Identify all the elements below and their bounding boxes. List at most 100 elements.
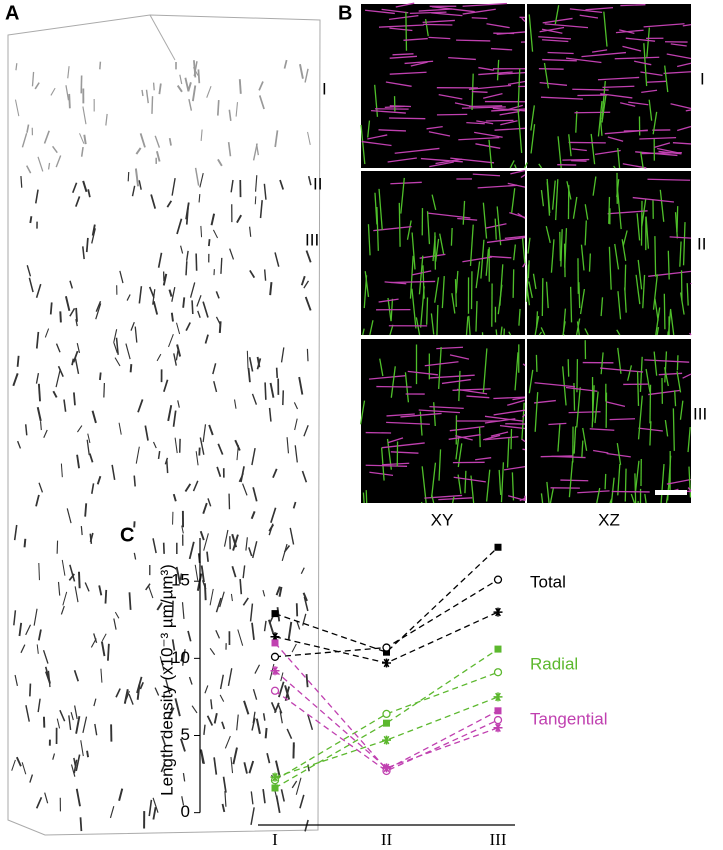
fiber [243,762,248,774]
fiber [155,151,161,162]
fiber [522,263,526,268]
fiber [52,753,56,760]
fiber [658,150,682,155]
fiber [224,735,231,749]
fiber [669,308,675,336]
fiber [430,374,475,379]
fiber [643,43,648,87]
fiber [476,120,494,125]
fiber [509,160,515,169]
fiber [439,233,445,255]
fiber [165,679,171,694]
fiber [672,408,675,451]
marker [494,645,502,653]
image-panels [7,2,692,836]
fiber [235,102,239,117]
volume-edge [149,14,176,61]
fiber [644,359,690,363]
fiber [137,399,144,413]
fiber [386,413,415,417]
fiber [649,384,652,424]
fiber [534,392,539,432]
fiber [237,629,244,646]
fiber [37,383,41,402]
fiber [279,179,285,190]
fiber [522,363,526,367]
fiber [294,445,298,463]
fiber [191,705,198,714]
fiber [430,462,437,499]
fiber [541,39,569,43]
fiber [233,399,237,409]
fiber [303,596,309,612]
fiber [530,105,535,131]
series-line [274,648,499,789]
fiber [59,709,66,722]
fiber [209,647,216,656]
fiber [134,168,140,187]
fiber [654,236,657,277]
fiber [85,237,89,253]
fiber [21,132,28,148]
fiber [228,109,232,122]
fiber [644,493,647,504]
fiber [546,481,550,504]
fiber [620,102,636,107]
fiber [614,243,620,270]
fiber [560,229,563,267]
fiber [38,482,44,493]
fiber [129,364,133,373]
fiber [521,413,526,418]
fiber [597,76,640,81]
fiber [620,4,646,7]
fiber [210,699,213,710]
fiber [198,194,201,203]
fiber [387,437,404,444]
fiber [517,212,526,219]
fiber [449,354,470,360]
fiber [409,255,414,299]
fiber [486,236,526,244]
fiber [639,356,643,392]
fiber [507,182,526,188]
fiber [640,151,644,169]
fiber [128,693,134,705]
fiber [29,774,34,783]
fiber [466,121,485,125]
fiber [367,120,371,138]
fiber [213,712,218,724]
fiber [590,133,596,165]
fiber [134,326,138,343]
fiber [500,120,518,126]
fiber [248,547,253,557]
fiber [230,593,233,602]
fiber [570,286,573,323]
fiber [299,63,304,79]
fiber [462,8,496,15]
fiber [507,80,526,86]
fiber [194,564,199,581]
fiber [434,238,440,262]
fiber [182,297,186,308]
fiber [254,175,258,192]
fiber [68,93,71,109]
fiber [181,796,185,806]
fiber [52,145,58,154]
fiber [448,434,481,440]
fiber [221,721,226,730]
fiber [431,194,437,211]
fiber [236,714,239,731]
fiber [373,225,412,232]
fiber [219,591,225,608]
fiber [306,348,309,362]
marker [270,652,280,661]
fiber [148,799,153,817]
fiber [28,277,34,293]
fiber [607,136,624,142]
fiber [166,200,173,208]
fiber [187,82,192,92]
fiber [35,797,43,809]
fiber [29,216,33,224]
fiber [468,84,512,91]
fiber [582,427,588,451]
